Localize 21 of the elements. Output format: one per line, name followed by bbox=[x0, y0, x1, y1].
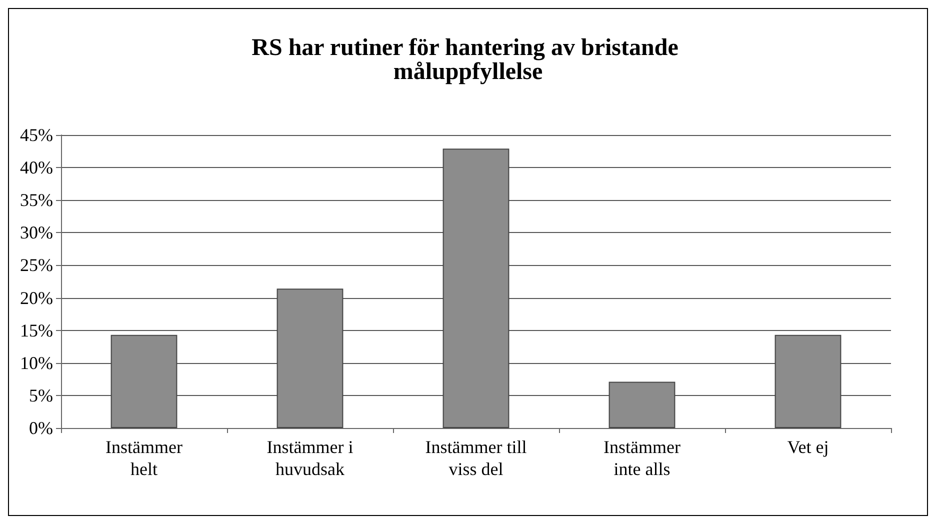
bar bbox=[442, 148, 510, 428]
y-tick-label: 40% bbox=[20, 158, 53, 178]
bar bbox=[608, 382, 676, 428]
y-tick-label: 5% bbox=[29, 385, 53, 406]
y-tick-label: 45% bbox=[20, 125, 53, 145]
bar bbox=[110, 334, 178, 428]
x-tick-label: Vet ej bbox=[787, 437, 829, 457]
x-tick-label: Instämmer i huvudsak bbox=[266, 437, 354, 479]
y-tick-label: 15% bbox=[20, 320, 53, 340]
bar bbox=[774, 334, 842, 428]
x-tick-label: Instämmer till viss del bbox=[425, 437, 527, 479]
y-tick-label: 20% bbox=[20, 288, 53, 308]
x-tick-label: Instämmer helt bbox=[106, 437, 182, 479]
chart-title: RS har rutiner för hantering av bristande måluppfyllelse bbox=[252, 35, 684, 85]
y-tick-label: 10% bbox=[20, 352, 53, 373]
y-tick-label: 25% bbox=[20, 255, 53, 276]
x-tick-label: Instämmer inte alls bbox=[604, 437, 680, 479]
y-tick-label: 30% bbox=[20, 222, 53, 243]
y-tick-label: 35% bbox=[20, 190, 53, 210]
y-tick-label: 0% bbox=[29, 418, 53, 438]
bar bbox=[276, 288, 344, 428]
